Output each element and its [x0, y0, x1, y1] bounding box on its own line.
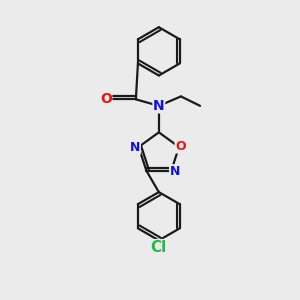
Text: N: N	[153, 99, 165, 113]
Text: O: O	[100, 92, 112, 106]
Text: Cl: Cl	[151, 240, 167, 255]
Text: O: O	[175, 140, 186, 153]
Text: N: N	[130, 141, 140, 154]
Text: N: N	[169, 165, 180, 178]
